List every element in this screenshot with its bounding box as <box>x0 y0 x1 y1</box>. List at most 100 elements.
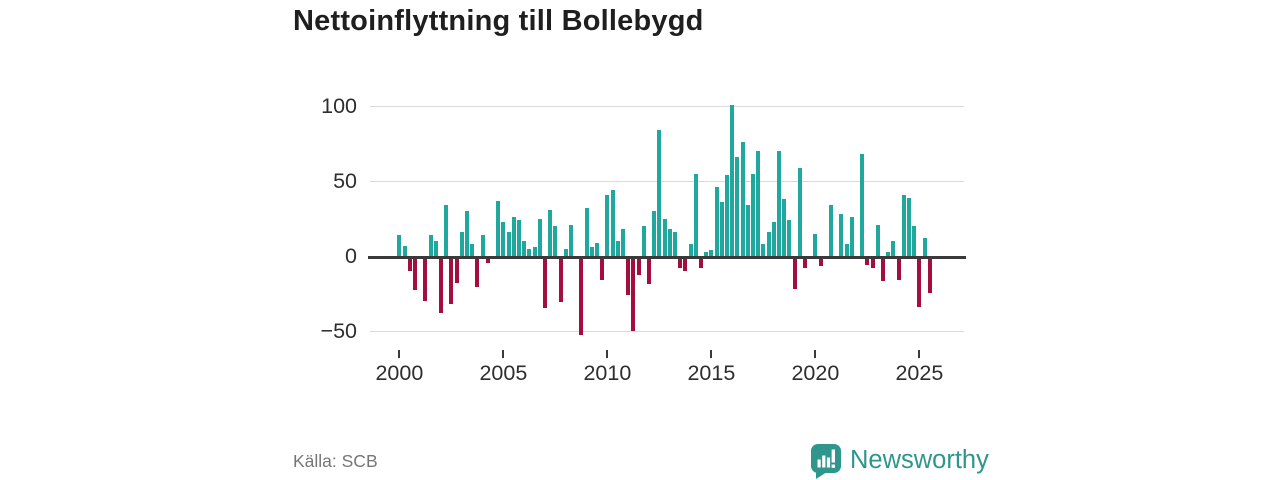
bar-2021Q4 <box>849 217 854 256</box>
bar-2000Q3 <box>407 258 412 271</box>
bar-2010Q4 <box>620 229 626 256</box>
x-tick-label: 2000 <box>375 361 424 385</box>
bar-2006Q4 <box>537 218 542 256</box>
gridline <box>370 331 964 332</box>
bar-2003Q3 <box>470 244 475 256</box>
x-tick-label: 2025 <box>895 361 944 385</box>
bar-2006Q2 <box>527 248 532 256</box>
newsworthy-logo: Newsworthy <box>810 443 989 480</box>
y-tick-label: 50 <box>333 169 357 193</box>
bar-2014Q4 <box>704 251 709 256</box>
bar-2024Q3 <box>906 197 912 256</box>
bar-2021Q3 <box>844 244 849 256</box>
x-tick-mark <box>918 350 921 358</box>
bar-2004Q4 <box>496 200 501 256</box>
x-tick-mark <box>710 350 713 358</box>
bar-2019Q1 <box>792 258 797 289</box>
bar-2016Q4 <box>745 205 750 256</box>
bar-2008Q4 <box>579 258 584 335</box>
bar-2010Q2 <box>610 190 615 256</box>
bar-2011Q3 <box>636 258 641 275</box>
bar-2012Q4 <box>662 218 667 256</box>
bar-2002Q2 <box>444 205 449 256</box>
x-tick-mark <box>398 350 401 358</box>
bar-2020Q1 <box>813 233 818 256</box>
bar-2011Q1 <box>626 258 631 295</box>
x-tick-label: 2015 <box>687 361 736 385</box>
bar-2015Q1 <box>709 250 714 256</box>
bar-2014Q1 <box>688 244 693 256</box>
bar-2023Q3 <box>886 251 891 256</box>
x-tick-label: 2010 <box>583 361 632 385</box>
x-tick-mark <box>606 350 609 358</box>
bar-2025Q2 <box>922 238 927 256</box>
bar-2004Q1 <box>480 235 485 256</box>
bar-2001Q2 <box>423 258 428 301</box>
bar-2014Q3 <box>698 258 704 268</box>
bar-2006Q3 <box>532 247 537 256</box>
bar-2001Q3 <box>428 235 433 256</box>
bar-2013Q1 <box>667 229 672 256</box>
bar-2020Q2 <box>818 258 823 266</box>
bar-2007Q1 <box>542 258 548 308</box>
bar-2013Q4 <box>683 258 688 271</box>
bar-2011Q2 <box>631 258 636 331</box>
y-tick-label: 100 <box>321 94 357 118</box>
bar-2023Q2 <box>880 258 886 281</box>
bar-2021Q2 <box>839 214 844 256</box>
bar-2015Q2 <box>714 187 719 256</box>
bar-2003Q2 <box>464 211 470 256</box>
bar-2014Q2 <box>693 173 698 256</box>
bar-2011Q4 <box>641 226 646 256</box>
bar-2007Q2 <box>548 209 553 256</box>
bar-2008Q1 <box>563 248 568 256</box>
bar-2018Q2 <box>776 151 782 256</box>
bar-2012Q3 <box>657 130 662 256</box>
bar-2018Q1 <box>771 221 776 256</box>
bar-2015Q4 <box>724 175 730 256</box>
bar-2020Q4 <box>828 205 834 256</box>
x-tick-mark <box>502 350 505 358</box>
plot-area <box>368 90 966 390</box>
y-tick-label: 0 <box>345 244 357 268</box>
bar-2022Q4 <box>870 258 875 268</box>
bar-2013Q3 <box>678 258 683 268</box>
page-title: Nettoinflyttning till Bollebygd <box>293 5 704 37</box>
bar-2002Q1 <box>438 258 444 313</box>
bar-2010Q3 <box>615 241 620 256</box>
bar-2002Q3 <box>449 258 454 304</box>
x-tick-label: 2020 <box>791 361 840 385</box>
bar-2000Q2 <box>402 245 407 256</box>
bar-2012Q2 <box>652 211 657 256</box>
bar-2023Q1 <box>875 224 880 256</box>
bar-2005Q3 <box>511 217 516 256</box>
bar-2005Q2 <box>506 232 511 256</box>
bar-2010Q1 <box>605 194 610 256</box>
bar-2017Q4 <box>766 232 771 256</box>
bar-2001Q4 <box>433 241 438 256</box>
bar-2015Q3 <box>719 202 724 256</box>
bar-2009Q1 <box>584 208 589 256</box>
bar-2005Q1 <box>501 221 506 256</box>
zero-axis-line <box>368 256 966 259</box>
y-tick-label: −50 <box>320 319 357 343</box>
bar-2024Q1 <box>896 258 901 280</box>
source-label: Källa: SCB <box>293 451 378 471</box>
bar-2004Q2 <box>485 258 490 263</box>
gridline <box>370 181 964 182</box>
bar-2023Q4 <box>891 241 896 256</box>
x-tick-label: 2005 <box>479 361 528 385</box>
bar-2019Q3 <box>802 258 808 268</box>
bar-2008Q2 <box>568 224 574 256</box>
bar-2016Q1 <box>730 104 735 256</box>
bar-2022Q2 <box>860 154 865 256</box>
bar-2003Q4 <box>475 258 480 287</box>
bar-2012Q1 <box>646 258 652 284</box>
bar-2025Q3 <box>927 258 932 293</box>
chart-bubble-icon <box>810 443 843 480</box>
bar-2007Q3 <box>553 226 558 256</box>
bar-2024Q4 <box>912 226 917 256</box>
bar-2017Q3 <box>761 244 766 256</box>
bar-2022Q3 <box>865 258 870 265</box>
